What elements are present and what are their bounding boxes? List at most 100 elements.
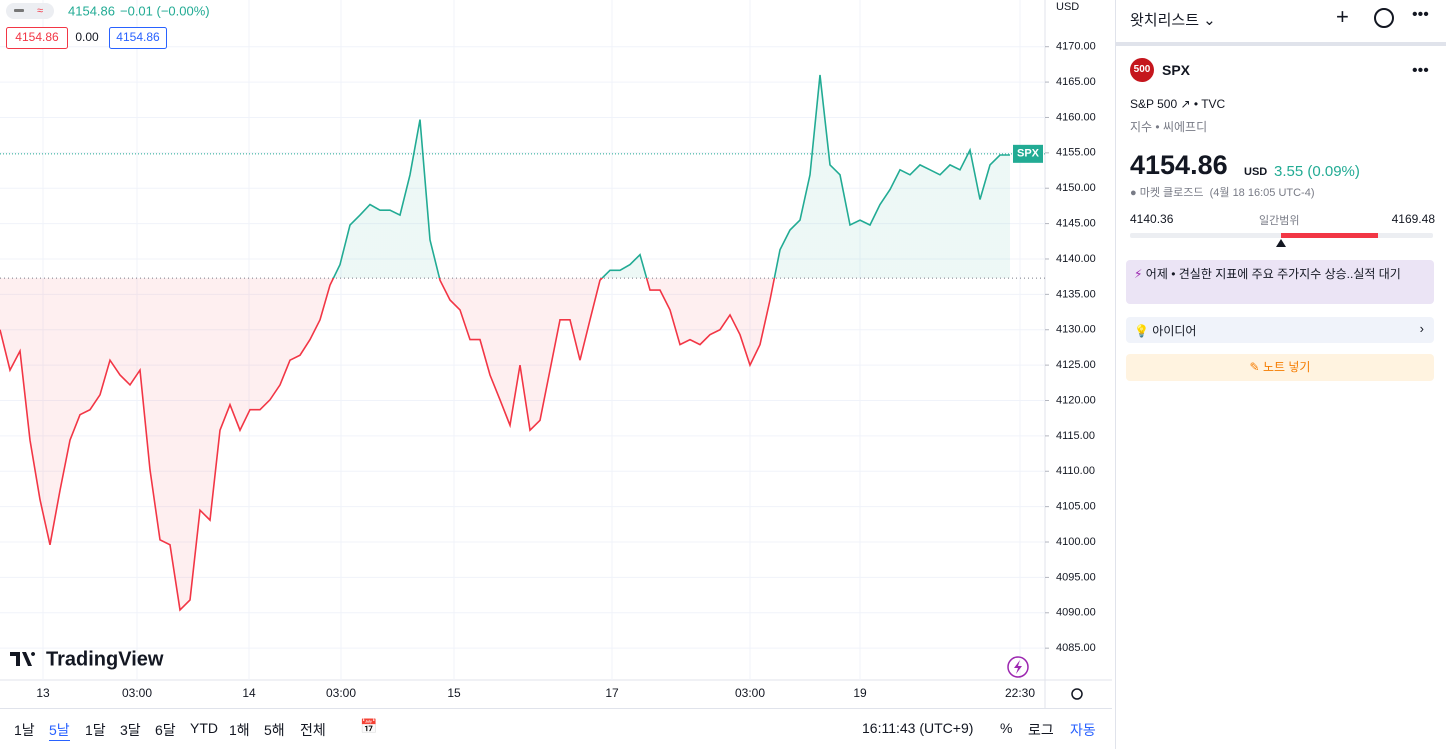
alert-icon[interactable] <box>1007 656 1029 678</box>
range-bar <box>1130 233 1433 247</box>
icon: ≈ <box>37 5 43 17</box>
add-icon[interactable]: + <box>1336 4 1349 29</box>
range-label: 일간범위 <box>1259 215 1300 227</box>
range-button[interactable]: 1달 <box>85 722 106 738</box>
price: 4154.86 <box>1130 150 1228 180</box>
y-tick-label: 4090.00 <box>1056 607 1096 619</box>
y-tick-label: 4150.00 <box>1056 182 1096 194</box>
y-tick-label: 4115.00 <box>1056 430 1095 442</box>
x-tick-label: 19 <box>853 686 867 700</box>
alert-icon <box>1014 660 1022 674</box>
range-button[interactable]: 5날 <box>49 720 70 741</box>
x-tick-label: 03:00 <box>326 686 356 700</box>
toolbar-sep <box>0 708 1112 709</box>
ideas[interactable]: 💡 아이디어 › <box>1126 317 1434 343</box>
status: ● 마켓 클로즈드 (4월 18 16:05 UTC-4) <box>1130 187 1315 199</box>
symbol-logo: 500 <box>1130 58 1154 82</box>
more-icon[interactable]: ••• <box>1412 6 1429 23</box>
y-tick-label: 4085.00 <box>1056 642 1096 654</box>
symbol[interactable]: SPX <box>1162 62 1191 78</box>
symbol-tag <box>1013 144 1043 163</box>
range-marker <box>1275 239 1286 247</box>
chevron: › <box>1419 321 1424 336</box>
range-button[interactable]: 5해 <box>264 722 285 738</box>
y-tick-label: 4140.00 <box>1056 253 1096 265</box>
currency[interactable]: USD <box>1056 1 1079 13</box>
divider <box>1116 42 1446 46</box>
chart: SPX ≈ 4154.86 −0.01 (−0.00%) 4154.86 0.0… <box>0 0 1112 708</box>
watchlist-title-text: 왓치리스트 <box>1130 12 1200 29</box>
y-tick-label: 4170.00 <box>1056 41 1096 53</box>
y-tick-label: 4135.00 <box>1056 288 1096 300</box>
range-button[interactable]: YTD <box>190 720 218 736</box>
status-time: (4월 18 16:05 UTC-4) <box>1209 187 1315 199</box>
range-button[interactable]: 6달 <box>155 722 176 738</box>
y-tick-label: 4100.00 <box>1056 536 1096 548</box>
range-fill <box>1280 233 1378 238</box>
compare-icon[interactable]: 📅 <box>360 718 378 734</box>
price-box <box>109 27 167 49</box>
range-button[interactable]: 전체 <box>300 722 326 738</box>
x-tick-label: 03:00 <box>122 686 152 700</box>
y-tick-label: 4165.00 <box>1056 76 1096 88</box>
y-tick-label: 4155.00 <box>1056 147 1096 159</box>
logo-mark <box>10 652 36 666</box>
watermark: TradingView <box>46 648 164 670</box>
legend-price: 4154.86 <box>68 3 115 18</box>
status-text: 마켓 클로즈드 <box>1139 187 1204 199</box>
box-close: 4154.86 <box>15 30 59 44</box>
box-spread: 0.00 <box>75 30 99 44</box>
percent-toggle[interactable]: % <box>1000 720 1013 736</box>
exchange: TVC <box>1201 97 1226 111</box>
log-toggle[interactable]: 로그 <box>1028 722 1054 738</box>
range-low: 4140.36 <box>1130 212 1174 226</box>
legend-pill[interactable] <box>6 3 54 19</box>
watchlist-title[interactable]: 왓치리스트 ⌄ <box>1130 12 1216 29</box>
clock: 16:11:43 (UTC+9) <box>862 720 974 736</box>
range-button[interactable]: 1해 <box>229 722 250 738</box>
more-icon[interactable]: ••• <box>1412 62 1429 79</box>
x-tick-label: 13 <box>36 686 50 700</box>
x-tick-label: 15 <box>447 686 461 700</box>
ideas-label: 아이디어 <box>1152 324 1197 338</box>
currency: USD <box>1244 166 1268 178</box>
y-tick-label: 4110.00 <box>1056 465 1095 477</box>
ideas-text: 💡 아이디어 <box>1134 324 1197 338</box>
y-tick-label: 4105.00 <box>1056 501 1096 513</box>
y-tick-label: 4120.00 <box>1056 394 1096 406</box>
icon <box>14 9 24 12</box>
auto-toggle[interactable]: 자동 <box>1070 722 1096 738</box>
news-text: ⚡ 어제 • 견실한 지표에 주요 주가지수 상승..실적 대기 <box>1134 267 1401 281</box>
kind: 지수 <box>1130 120 1153 134</box>
news-when: 어제 <box>1145 267 1168 281</box>
box-open: 4154.86 <box>116 30 160 44</box>
symbol-desc: S&P 500 ↗ • TVC <box>1130 97 1226 111</box>
price-line <box>0 74 1010 612</box>
area <box>0 75 1010 610</box>
settings-icon[interactable] <box>1071 688 1083 700</box>
x-tick-label: 17 <box>605 686 619 700</box>
range-button[interactable]: 1날 <box>14 722 35 738</box>
y-tick-label: 4125.00 <box>1056 359 1096 371</box>
range-button[interactable]: 3달 <box>120 722 141 738</box>
y-tick-label: 4095.00 <box>1056 571 1096 583</box>
symbol-kind: 지수 • 씨에프디 <box>1130 120 1208 134</box>
legend-change: −0.01 (−0.00%) <box>120 3 210 18</box>
x-tick-label: 03:00 <box>735 686 765 700</box>
chart-icon[interactable] <box>1374 8 1394 28</box>
kind2: 씨에프디 <box>1162 120 1208 134</box>
symbol-name: S&P 500 <box>1130 97 1178 111</box>
x-tick-label: 14 <box>242 686 256 700</box>
range-high: 4169.48 <box>1391 212 1435 226</box>
news-headline: 견실한 지표에 주요 주가지수 상승..실적 대기 <box>1178 267 1401 281</box>
note-label: 노트 넣기 <box>1262 360 1311 374</box>
y-tick-label: 4130.00 <box>1056 324 1096 336</box>
x-tick-label: 22:30 <box>1005 686 1035 700</box>
change: 3.55 (0.09%) <box>1274 163 1360 180</box>
side-panel: 왓치리스트 ⌄ + ••• 500 SPX ••• S&P 500 ↗ • TV… <box>1115 0 1446 749</box>
y-tick-label: 4145.00 <box>1056 218 1096 230</box>
symbol-tag-label: SPX <box>1017 148 1040 160</box>
add-note[interactable]: ✎ 노트 넣기 <box>1126 354 1434 381</box>
news[interactable]: ⚡ 어제 • 견실한 지표에 주요 주가지수 상승..실적 대기 <box>1126 260 1434 304</box>
